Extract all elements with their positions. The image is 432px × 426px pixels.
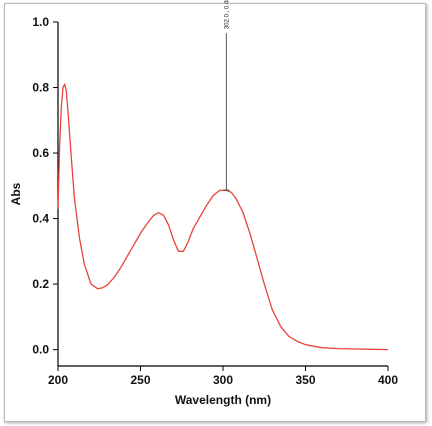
x-tick-label: 200 (48, 373, 68, 387)
y-tick-label: 1.0 (32, 15, 49, 29)
y-tick-label: 0.0 (32, 343, 49, 357)
x-tick-label: 300 (213, 373, 233, 387)
absorbance-series-line (57, 83, 389, 351)
y-tick-label: 0.8 (32, 81, 49, 95)
y-tick-label: 0.4 (32, 212, 49, 226)
x-tick-label: 350 (295, 373, 315, 387)
annotations: 302.0 , 0.487 (223, 0, 230, 191)
y-tick-label: 0.6 (32, 146, 49, 160)
x-tick-label: 400 (378, 373, 398, 387)
chart-frame (4, 3, 426, 422)
x-axis-title: Wavelength (nm) (175, 393, 271, 407)
x-tick-label: 250 (130, 373, 150, 387)
ticks: 200 250 300 350 400 0.0 0.2 0.4 0.6 0.8 1.0 (32, 15, 398, 387)
axes (57, 22, 388, 367)
y-axis-title: Abs (9, 182, 23, 205)
series-layer (57, 83, 389, 351)
peak-annotation-label: 302.0 , 0.487 (224, 0, 230, 29)
y-tick-label: 0.2 (32, 277, 49, 291)
